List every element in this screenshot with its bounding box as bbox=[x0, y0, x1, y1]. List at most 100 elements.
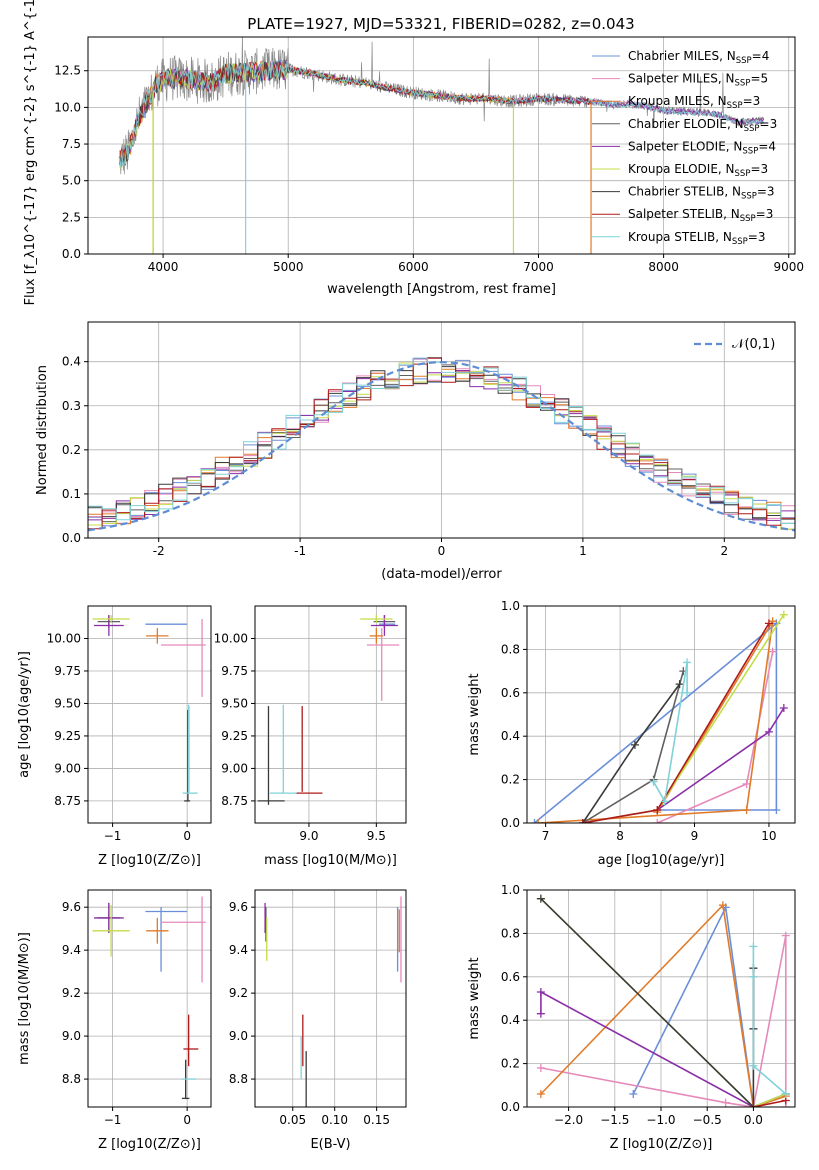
mass-weight-vs-age-panel: 7 8 9 10 0.0 0.2 0.4 0.6 0.8 1.0 age [log10(age/yr… bbox=[467, 599, 796, 868]
y-tick-label: 9.6 bbox=[229, 900, 248, 914]
x-tick-label: 0 bbox=[183, 1113, 191, 1127]
x-tick-label: 7000 bbox=[523, 260, 554, 274]
series-marker-ke bbox=[779, 610, 788, 619]
series-marker-cs bbox=[536, 894, 545, 903]
y-tick-label: 0.0 bbox=[501, 816, 520, 830]
x-tick-label: −1.5 bbox=[600, 1113, 629, 1127]
x-tick-label: 0.10 bbox=[321, 1113, 348, 1127]
y-tick-label: 8.8 bbox=[62, 1072, 81, 1086]
x-tick-label: −0.5 bbox=[693, 1113, 722, 1127]
series-marker-cs bbox=[675, 680, 684, 689]
x-tick-label: 8000 bbox=[648, 260, 679, 274]
x-tick-label: −2.0 bbox=[554, 1113, 583, 1127]
age-vs-mass-panel: 9.0 9.5 8.75 9.00 9.25 9.50 9.75 10.00 mass [log… bbox=[214, 605, 407, 868]
y-tick-label: 8.75 bbox=[54, 794, 81, 808]
series-marker-ks bbox=[781, 1089, 790, 1098]
y-tick-label: 0.0 bbox=[62, 247, 81, 261]
series-line-ss bbox=[753, 1099, 786, 1107]
series-line-sm bbox=[540, 935, 787, 1107]
y-tick-label: 0.0 bbox=[62, 531, 81, 545]
y-tick-label: 0.8 bbox=[501, 642, 520, 656]
x-axis-label: Z [log10(Z/Z⊙)] bbox=[98, 853, 201, 868]
legend-entry-sm: Salpeter MILES, NSSP=5 bbox=[628, 72, 768, 89]
x-tick-label: 6000 bbox=[398, 260, 429, 274]
series-marker-cm bbox=[772, 805, 781, 814]
x-tick-label: 5000 bbox=[273, 260, 304, 274]
x-tick-label: 0 bbox=[438, 544, 446, 558]
y-tick-label: 9.0 bbox=[62, 1029, 81, 1043]
y-tick-label: 0.6 bbox=[501, 970, 520, 984]
series-marker-sm bbox=[536, 1063, 545, 1072]
plot-area bbox=[88, 357, 795, 532]
y-tick-label: 0.3 bbox=[62, 399, 81, 413]
y-tick-label: 9.00 bbox=[54, 761, 81, 775]
series-marker-km bbox=[718, 901, 727, 910]
y-tick-label: 9.2 bbox=[62, 986, 81, 1000]
series-marker-ks bbox=[749, 972, 758, 981]
series-marker-se bbox=[536, 987, 545, 996]
series-line-km bbox=[538, 620, 774, 823]
y-tick-label: 9.50 bbox=[221, 696, 248, 710]
y-tick-label: 0.8 bbox=[501, 926, 520, 940]
plot-area bbox=[118, 37, 765, 254]
series-marker-ks bbox=[749, 942, 758, 951]
x-axis-label: Z [log10(Z/Z⊙)] bbox=[98, 1137, 201, 1152]
y-tick-label: 9.25 bbox=[221, 729, 248, 743]
series-line-km bbox=[540, 903, 787, 1107]
plot-area bbox=[530, 610, 788, 823]
y-tick-label: 0.4 bbox=[501, 729, 520, 743]
series-marker-sm bbox=[721, 1098, 730, 1107]
series-marker-ks bbox=[649, 777, 658, 786]
y-tick-label: 0.2 bbox=[62, 443, 81, 457]
series-marker-ss bbox=[749, 1103, 758, 1107]
y-tick-label: 1.0 bbox=[501, 883, 520, 897]
y-tick-label: 9.50 bbox=[54, 696, 81, 710]
plot-area bbox=[257, 615, 400, 805]
y-tick-label: 1.0 bbox=[501, 599, 520, 613]
x-tick-label: −1 bbox=[104, 829, 122, 843]
x-axis-label: wavelength [Angstrom, rest frame] bbox=[327, 282, 556, 297]
x-tick-label: 2 bbox=[720, 544, 728, 558]
series-marker-sm bbox=[768, 647, 777, 656]
y-tick-label: 8.8 bbox=[229, 1072, 248, 1086]
y-tick-label: 0.2 bbox=[501, 1057, 520, 1071]
y-tick-label: 8.75 bbox=[221, 794, 248, 808]
y-tick-label: 7.5 bbox=[62, 137, 81, 151]
series-marker-ks bbox=[749, 1061, 758, 1070]
series-marker-ss bbox=[578, 819, 587, 823]
legend: Chabrier MILES, NSSP=4 Salpeter MILES, NS… bbox=[592, 49, 777, 247]
series-line-se bbox=[540, 990, 787, 1107]
legend-entry-ke: Kroupa ELODIE, NSSP=3 bbox=[628, 162, 768, 179]
series-marker-sm bbox=[781, 931, 790, 940]
y-tick-label: 9.6 bbox=[62, 900, 81, 914]
grid bbox=[88, 606, 211, 823]
x-tick-label: 1 bbox=[579, 544, 587, 558]
y-tick-label: 9.0 bbox=[229, 1029, 248, 1043]
grid bbox=[527, 889, 795, 1108]
series-line-ks bbox=[652, 662, 688, 804]
legend-entry-cs: Chabrier STELIB, NSSP=3 bbox=[628, 185, 775, 202]
residual-histogram-panel: -2 -1 0 1 2 0.0 0.1 0.2 0.3 0.4 (data-model)/error… bbox=[35, 321, 796, 582]
figure-title: PLATE=1927, MJD=53321, FIBERID=0282, z=0… bbox=[247, 15, 634, 33]
x-axis-label: (data-model)/error bbox=[381, 567, 502, 582]
grid bbox=[255, 890, 406, 1107]
mass-weight-vs-metallicity-panel: −2.0 −1.5 −1.0 −0.5 0.0 0.0 0.2 0.4 0.6 0.8 1.0 Z [… bbox=[467, 883, 796, 1152]
x-tick-label: 9 bbox=[691, 829, 699, 843]
series-line-cm bbox=[632, 904, 787, 1107]
x-tick-label: 9.5 bbox=[367, 829, 386, 843]
x-tick-label: 7 bbox=[542, 829, 550, 843]
series-marker-sm bbox=[653, 819, 662, 823]
series-marker-sm bbox=[742, 779, 751, 788]
y-axis-label: mass [log10(M/M⊙)] bbox=[17, 932, 32, 1065]
histogram-ks bbox=[88, 357, 795, 524]
series-line-cs bbox=[540, 898, 755, 1107]
series-marker-km bbox=[534, 819, 543, 823]
y-tick-label: 10.0 bbox=[54, 100, 81, 114]
y-axis-label: Flux [f_λ10^{-17} erg cm^{-2} s^{-1} A^{… bbox=[23, 0, 38, 305]
series-marker-km bbox=[742, 805, 751, 814]
y-tick-label: 5.0 bbox=[62, 174, 81, 188]
series-marker-cm bbox=[530, 819, 539, 823]
plot-area bbox=[92, 615, 206, 802]
series-marker-ks bbox=[683, 688, 692, 697]
y-tick-label: 9.00 bbox=[221, 761, 248, 775]
